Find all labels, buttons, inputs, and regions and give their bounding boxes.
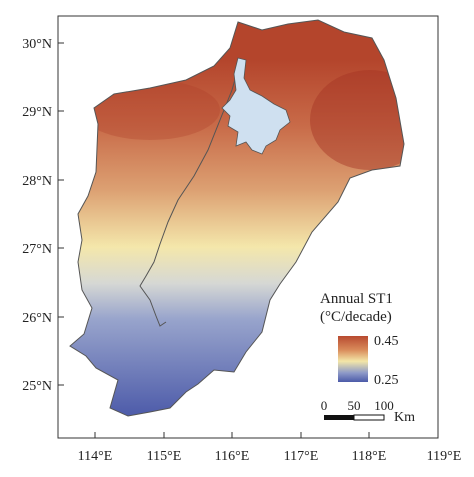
- legend-colorbar: [338, 336, 368, 382]
- scale-label-100: 100: [374, 398, 394, 413]
- legend-min-label: 0.25: [374, 373, 399, 388]
- scale-unit: Km: [394, 410, 415, 425]
- lat-label-30: 30°N: [22, 37, 52, 52]
- lat-axis: 30°N 29°N 28°N 27°N 26°N 25°N: [22, 37, 64, 394]
- scale-bar: 0 50 100 Km: [321, 398, 415, 425]
- lon-label-114: 114°E: [78, 449, 113, 464]
- scale-segment-white: [353, 414, 385, 421]
- lon-label-117: 117°E: [284, 449, 319, 464]
- lon-axis: 114°E 115°E 116°E 117°E 118°E 119°E: [78, 432, 462, 464]
- legend-max-label: 0.45: [374, 334, 399, 349]
- legend: Annual ST1 (°C/decade) 0.45 0.25: [320, 291, 399, 388]
- lat-label-28: 28°N: [22, 174, 52, 189]
- lon-label-115: 115°E: [147, 449, 182, 464]
- lake-poyang: [221, 57, 291, 155]
- legend-title-line1: Annual ST1: [320, 291, 393, 307]
- internal-boundary-line: [139, 61, 241, 327]
- lon-label-118: 118°E: [352, 449, 387, 464]
- lon-label-119: 119°E: [427, 449, 462, 464]
- scale-label-50: 50: [348, 398, 361, 413]
- lat-label-29: 29°N: [22, 105, 52, 120]
- legend-title-line2: (°C/decade): [320, 309, 392, 325]
- lon-label-116: 116°E: [215, 449, 250, 464]
- lat-label-25: 25°N: [22, 379, 52, 394]
- scale-label-0: 0: [321, 398, 328, 413]
- map-frame: [57, 15, 439, 439]
- lat-label-26: 26°N: [22, 311, 52, 326]
- province-boundary: [69, 19, 405, 417]
- scale-segment-black: [324, 415, 354, 420]
- lat-label-27: 27°N: [22, 242, 52, 257]
